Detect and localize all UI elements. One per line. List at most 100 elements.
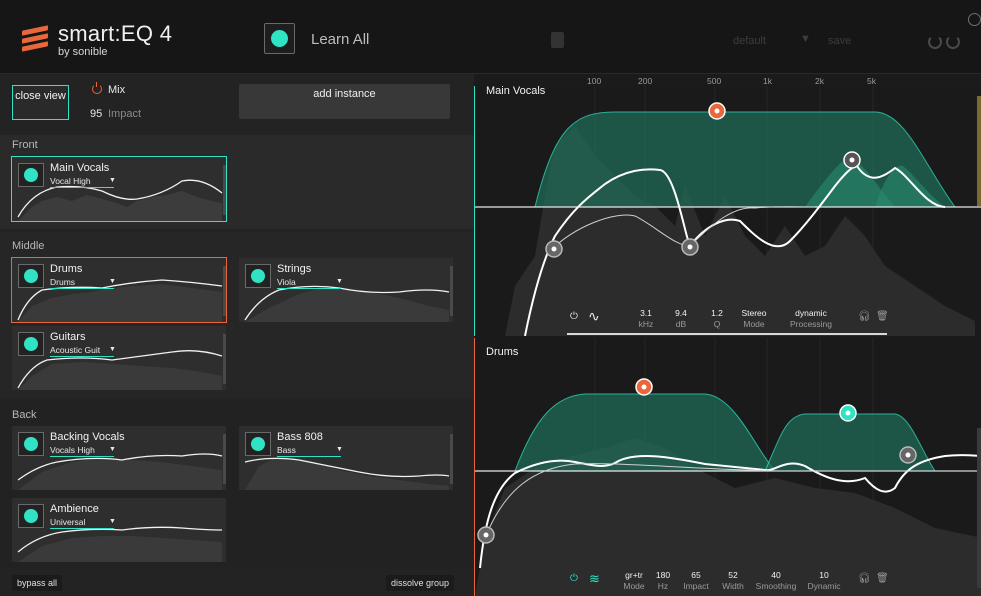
card-learn-button[interactable]	[245, 264, 271, 288]
learn-all-button[interactable]	[264, 23, 295, 54]
track-card-strings[interactable]: Strings Viola ▼	[239, 258, 453, 322]
app-title: smart:EQ 4	[58, 21, 173, 46]
learn-all-label[interactable]: Learn All	[311, 31, 370, 48]
card-name: Drums	[50, 263, 83, 275]
sonible-logo-icon	[22, 25, 48, 54]
card-level-bar	[223, 165, 226, 215]
panel-title: Drums	[486, 346, 519, 358]
card-profile-select[interactable]: Universal	[50, 517, 114, 529]
card-spectrum	[17, 350, 223, 390]
trash-icon[interactable]: 🗑︎	[876, 311, 889, 322]
card-spectrum	[17, 526, 223, 562]
freq-label: 2k	[815, 76, 824, 86]
smooth-curve-icon[interactable]: ≋	[589, 571, 600, 586]
learn-dot-icon	[24, 509, 38, 523]
chevron-down-icon[interactable]: ▼	[109, 278, 116, 285]
card-profile-select[interactable]: Drums	[50, 277, 114, 289]
headphones-icon[interactable]: 🎧︎	[858, 573, 871, 584]
power-icon[interactable]	[92, 82, 102, 94]
add-instance-button[interactable]: add instance	[239, 84, 450, 119]
bell-shape-icon[interactable]: ∿	[588, 308, 600, 324]
chevron-down-icon[interactable]: ▼	[109, 346, 116, 353]
group-label: Front	[12, 139, 38, 151]
card-learn-button[interactable]	[18, 432, 44, 456]
card-name: Ambience	[50, 503, 99, 515]
close-view-button[interactable]: close view	[12, 85, 69, 120]
card-learn-button[interactable]	[18, 504, 44, 528]
headphones-icon[interactable]: 🎧︎	[858, 311, 871, 322]
preset-caret-icon[interactable]: ▼	[800, 33, 811, 45]
impact-value[interactable]: 95	[90, 108, 103, 120]
learn-dot-icon	[24, 269, 38, 283]
redo-icon[interactable]	[946, 35, 960, 49]
preset-select[interactable]: default	[733, 35, 767, 47]
bypass-all-button[interactable]: bypass all	[12, 575, 63, 591]
chevron-down-icon[interactable]: ▼	[109, 446, 116, 453]
learn-dot-icon	[24, 337, 38, 351]
instance-box[interactable]	[551, 32, 564, 48]
track-card-bass-808[interactable]: Bass 808 Bass ▼	[239, 426, 453, 490]
card-learn-button[interactable]	[18, 332, 44, 356]
freq-label: 1k	[763, 76, 772, 86]
card-learn-button[interactable]	[245, 432, 271, 456]
gear-icon[interactable]	[968, 13, 981, 26]
group-back: Back Backing Vocals Vocals High ▼ Bass 8…	[0, 402, 474, 568]
smoothing-control[interactable]: 40 Smoothing	[755, 570, 797, 591]
card-profile-select[interactable]: Vocal High	[50, 176, 114, 188]
main-vocals-eq-panel[interactable]: Main Vocals ⏻ ∿ 3.1 kHz 9.4 dB 1.2 Q Stereo…	[474, 86, 981, 336]
learn-dot-icon	[24, 168, 38, 182]
track-card-backing-vocals[interactable]: Backing Vocals Vocals High ▼	[12, 426, 226, 490]
panel-title: Main Vocals	[486, 86, 546, 97]
chevron-down-icon[interactable]: ▼	[336, 278, 343, 285]
impact-control[interactable]: 65 Impact	[683, 570, 709, 591]
card-profile-select[interactable]: Acoustic Guit	[50, 345, 114, 357]
main-vocals-eq-display	[475, 86, 981, 336]
power-icon[interactable]: ⏻	[570, 311, 578, 322]
trash-icon[interactable]: 🗑︎	[876, 573, 889, 584]
freq-label: 200	[638, 76, 653, 86]
learn-dot-icon	[24, 437, 38, 451]
card-profile-select[interactable]: Bass	[277, 445, 341, 457]
track-card-guitars[interactable]: Guitars Acoustic Guit ▼	[12, 326, 226, 390]
card-learn-button[interactable]	[18, 264, 44, 288]
learn-dot-icon	[251, 437, 265, 451]
hz-control[interactable]: 180 Hz	[655, 570, 671, 591]
card-name: Bass 808	[277, 431, 323, 443]
gain-control[interactable]: 9.4 dB	[675, 308, 687, 329]
mode-control[interactable]: gr+tr Mode	[623, 570, 645, 591]
group-panel: close view Mix 95 Impact add instance Fr…	[0, 74, 474, 596]
card-name: Backing Vocals	[50, 431, 125, 443]
chevron-down-icon[interactable]: ▼	[109, 518, 116, 525]
learn-dot-icon	[271, 30, 288, 47]
card-spectrum	[244, 285, 450, 322]
group-middle: Middle Drums Drums ▼ Strings Viola ▼	[0, 232, 474, 398]
card-level-bar	[450, 434, 453, 484]
undo-icon[interactable]	[928, 35, 942, 49]
width-control[interactable]: 52 Width	[722, 570, 744, 591]
group-label: Middle	[12, 240, 45, 252]
chevron-down-icon[interactable]: ▼	[109, 177, 116, 184]
card-spectrum	[17, 179, 223, 221]
mode-control[interactable]: Stereo Mode	[741, 308, 767, 329]
card-name: Main Vocals	[50, 162, 110, 174]
group-front: Front Main Vocals Vocal High ▼	[0, 135, 474, 229]
card-learn-button[interactable]	[18, 163, 44, 187]
track-card-drums[interactable]: Drums Drums ▼	[11, 257, 227, 323]
impact-label: Impact	[108, 108, 142, 120]
card-spectrum	[244, 456, 450, 490]
q-control[interactable]: 1.2 Q	[711, 308, 723, 329]
drums-eq-display	[475, 338, 981, 596]
power-icon[interactable]: ⏻	[570, 573, 578, 584]
dissolve-group-button[interactable]: dissolve group	[386, 575, 455, 591]
freq-control[interactable]: 3.1 kHz	[638, 308, 654, 329]
drums-eq-panel[interactable]: Drums ⏻ ≋ gr+tr Mode 180 Hz 65 Impact 52 Wid…	[474, 338, 981, 596]
card-profile-select[interactable]: Vocals High	[50, 445, 114, 457]
processing-control[interactable]: dynamic Processing	[789, 308, 833, 329]
chevron-down-icon[interactable]: ▼	[336, 446, 343, 453]
track-card-main-vocals[interactable]: Main Vocals Vocal High ▼	[11, 156, 227, 222]
freq-label: 5k	[867, 76, 876, 86]
card-profile-select[interactable]: Viola	[277, 277, 341, 289]
dynamic-control[interactable]: 10 Dynamic	[807, 570, 841, 591]
track-card-ambience[interactable]: Ambience Universal ▼	[12, 498, 226, 562]
save-button[interactable]: save	[828, 35, 852, 47]
